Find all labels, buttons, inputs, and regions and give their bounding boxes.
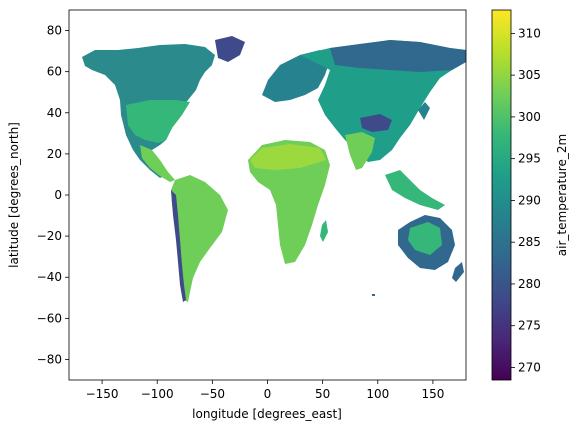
x-tick-label: 100: [366, 387, 389, 401]
colorbar-tick-label: 300: [518, 110, 541, 124]
colorbar-tick-label: 295: [518, 152, 541, 166]
colorbar-tick-label: 305: [518, 68, 541, 82]
y-tick-label: −80: [37, 352, 62, 366]
x-axis: −150 −100 −50 0 50 100 150: [86, 380, 444, 401]
land-andes: [171, 190, 186, 302]
colorbar-tick-label: 280: [518, 277, 541, 291]
colorbar-tick-label: 310: [518, 26, 541, 40]
land-japan: [418, 102, 430, 120]
colorbar-tick-label: 290: [518, 193, 541, 207]
colorbar-tick-label: 270: [518, 360, 541, 374]
y-tick-label: −40: [37, 270, 62, 284]
y-tick-label: 20: [47, 147, 62, 161]
colorbar-tick-label: 285: [518, 235, 541, 249]
land-africa: [248, 140, 330, 264]
y-tick-label: 60: [47, 65, 62, 79]
y-tick-label: 80: [47, 24, 62, 38]
x-tick-label: −50: [200, 387, 225, 401]
land-sahara: [250, 144, 326, 170]
land-india: [345, 132, 375, 170]
land-south-america: [171, 175, 228, 302]
land-layer: [82, 36, 466, 302]
y-axis-label: latitude [degrees_north]: [7, 122, 21, 268]
land-greenland: [215, 36, 245, 62]
colorbar: [491, 9, 512, 381]
x-tick-label: 150: [421, 387, 444, 401]
land-europe: [262, 50, 330, 102]
land-speck: [372, 294, 375, 296]
land-siberia: [330, 40, 466, 72]
y-tick-label: −20: [37, 229, 62, 243]
land-australia-interior: [408, 222, 442, 255]
colorbar-axis: 270 275 280 285 290 295 300 305 310: [511, 26, 541, 374]
y-tick-label: 0: [54, 188, 62, 202]
y-tick-label: −60: [37, 311, 62, 325]
land-se-asia: [385, 170, 445, 210]
x-tick-label: 0: [264, 387, 272, 401]
y-axis: 80 60 40 20 0 −20 −40 −60 −80: [37, 24, 69, 366]
land-central-america: [140, 145, 175, 182]
x-axis-label: longitude [degrees_east]: [192, 407, 342, 421]
land-new-zealand: [452, 262, 464, 282]
x-tick-label: −150: [86, 387, 119, 401]
colorbar-label: air_temperature_2m: [555, 134, 569, 256]
x-tick-label: 50: [315, 387, 330, 401]
land-tibet: [360, 114, 392, 132]
colorbar-tick-label: 275: [518, 319, 541, 333]
land-madagascar: [320, 220, 328, 242]
x-tick-label: −100: [141, 387, 174, 401]
y-tick-label: 40: [47, 106, 62, 120]
land-usa: [126, 100, 190, 143]
